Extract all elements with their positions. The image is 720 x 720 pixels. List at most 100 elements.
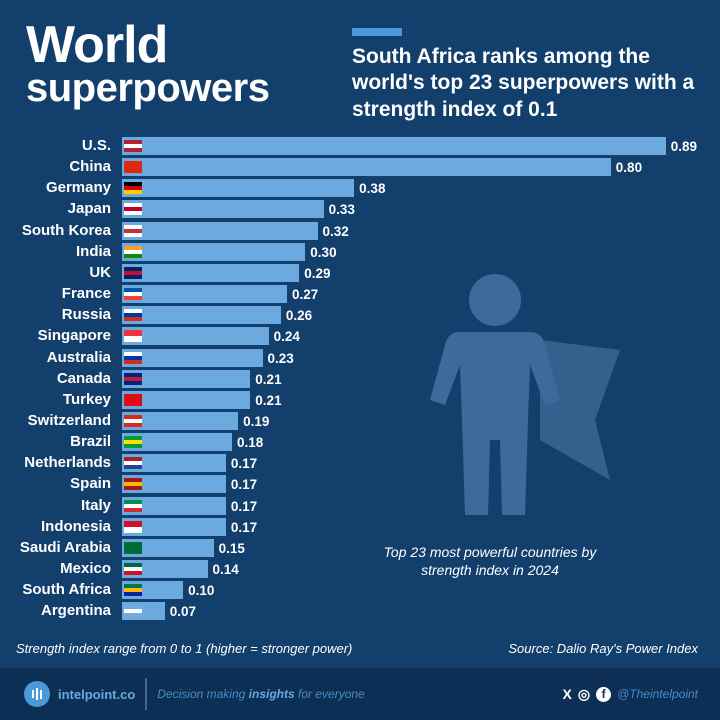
bar <box>122 158 611 177</box>
bar <box>122 433 232 452</box>
category-label: South Africa <box>22 581 111 599</box>
value-label: 0.33 <box>328 202 355 218</box>
value-label: 0.15 <box>218 540 245 556</box>
chart-note: Top 23 most powerful countries by streng… <box>383 544 597 579</box>
bar <box>122 242 306 261</box>
bar <box>122 369 251 388</box>
flag-icon <box>124 541 142 554</box>
bar <box>122 263 300 282</box>
category-label: Saudi Arabia <box>19 538 111 556</box>
category-label: Turkey <box>62 390 111 408</box>
tagline: Decision making insights for everyone <box>157 687 365 701</box>
brand-link[interactable]: intelpoint.co <box>58 686 136 702</box>
flag-icon <box>124 224 142 237</box>
flag-icon <box>124 520 142 533</box>
flag-icon <box>124 161 142 174</box>
flag-icon <box>124 309 142 322</box>
value-label: 0.30 <box>310 244 337 260</box>
category-label: Netherlands <box>24 454 111 472</box>
footnote: Strength index range from 0 to 1 (higher… <box>16 641 353 656</box>
instagram-icon[interactable]: ◎ <box>577 685 591 702</box>
category-label: France <box>61 285 111 303</box>
value-label: 0.07 <box>169 604 197 620</box>
flag-icon <box>124 499 142 512</box>
bar <box>122 517 226 536</box>
x-icon[interactable]: X <box>562 686 572 702</box>
value-label: 0.27 <box>291 287 319 303</box>
flag-icon <box>124 245 142 258</box>
social-links: X ◎ f @Theintelpoint <box>563 686 698 703</box>
bar <box>122 475 226 494</box>
bar <box>122 496 226 515</box>
flag-icon <box>124 393 142 406</box>
flag-icon <box>124 584 142 597</box>
bar <box>122 560 208 578</box>
value-label: 0.17 <box>230 498 258 514</box>
bar <box>122 538 214 557</box>
flag-icon <box>124 330 142 343</box>
bar <box>122 390 251 409</box>
value-label: 0.18 <box>236 435 264 451</box>
source: Source: Dalio Ray's Power Index <box>508 641 698 656</box>
bar <box>122 200 324 219</box>
category-label: Spain <box>70 475 111 493</box>
superhero-icon <box>430 274 620 515</box>
value-label: 0.17 <box>230 477 258 493</box>
category-label: Brazil <box>70 433 111 451</box>
value-label: 0.10 <box>188 583 215 599</box>
bar <box>122 306 281 325</box>
flag-icon <box>124 436 142 449</box>
bar <box>122 179 355 198</box>
category-label: Italy <box>80 496 111 514</box>
value-label: 0.14 <box>212 562 239 577</box>
category-label: China <box>69 158 111 176</box>
flag-icon <box>124 288 142 301</box>
value-label: 0.23 <box>267 350 294 366</box>
flag-icon <box>124 563 142 575</box>
category-label: Germany <box>45 179 111 197</box>
value-label: 0.29 <box>304 265 331 281</box>
divider <box>145 678 148 710</box>
flag-icon <box>124 414 142 427</box>
footer: intelpoint.co Decision making insights f… <box>0 668 720 720</box>
social-handle[interactable]: @Theintelpoint <box>617 687 698 701</box>
value-label: 0.17 <box>230 456 258 472</box>
value-label: 0.38 <box>359 181 386 197</box>
facebook-icon[interactable]: f <box>596 686 612 702</box>
bar <box>122 137 666 155</box>
flag-icon <box>124 266 142 279</box>
category-label: Indonesia <box>40 517 111 535</box>
value-label: 0.26 <box>285 308 313 324</box>
category-label: Mexico <box>60 560 111 577</box>
bar <box>122 348 263 367</box>
value-label: 0.89 <box>670 139 698 154</box>
value-label: 0.17 <box>230 519 258 535</box>
category-label: Russia <box>61 306 111 324</box>
category-label: Australia <box>46 348 111 366</box>
flag-icon <box>124 478 142 491</box>
value-label: 0.80 <box>615 160 643 176</box>
flag-icon <box>124 457 142 470</box>
category-label: Argentina <box>40 602 111 620</box>
category-label: Canada <box>56 369 111 387</box>
logo-icon <box>24 681 50 707</box>
category-label: Japan <box>67 200 111 218</box>
bar <box>122 454 226 473</box>
subtitle: South Africa ranks among the world's top… <box>352 45 695 121</box>
category-label: India <box>75 242 111 260</box>
bar <box>122 411 239 430</box>
flag-icon <box>124 605 142 618</box>
value-label: 0.32 <box>322 223 349 239</box>
flag-icon <box>124 351 142 364</box>
value-label: 0.21 <box>255 371 282 387</box>
bar <box>122 221 318 240</box>
category-label: UK <box>89 263 111 281</box>
value-label: 0.24 <box>273 329 300 345</box>
bar <box>122 285 287 304</box>
category-label: South Korea <box>21 221 111 239</box>
flag-icon <box>124 372 142 385</box>
flag-icon <box>124 203 142 216</box>
page-title: World superpowers <box>26 16 270 110</box>
bar <box>122 327 269 346</box>
